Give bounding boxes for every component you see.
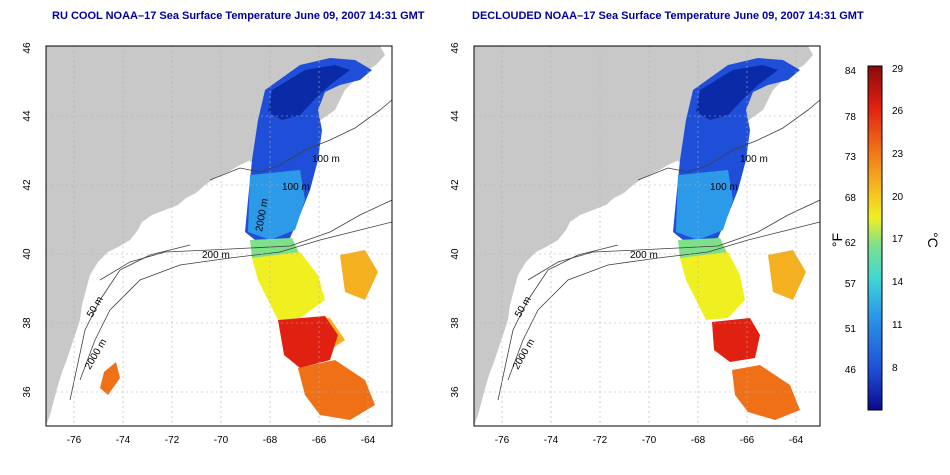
colorbar-celsius-label: °C xyxy=(925,232,941,248)
left-lat-tick-label: 40 xyxy=(22,248,33,260)
left-lon-tick-label: -72 xyxy=(165,435,180,446)
left-lon-tick-label: -66 xyxy=(312,435,327,446)
left-isobath-label: 100 m xyxy=(312,154,340,165)
right-sst-patch-east xyxy=(768,250,806,300)
left-map-frame xyxy=(45,45,393,427)
left-lat-tick-label: 42 xyxy=(22,179,33,191)
colorbar-c-tick: 11 xyxy=(892,320,903,331)
colorbar-f-tick: 46 xyxy=(845,365,857,376)
right-lon-tick-label: -70 xyxy=(642,435,657,446)
left-land xyxy=(46,46,385,426)
colorbar-f-tick: 73 xyxy=(845,152,857,163)
left-isobath-label: 200 m xyxy=(202,250,230,261)
left-lon-tick-label: -74 xyxy=(116,435,131,446)
colorbar-c-tick: 14 xyxy=(892,277,904,288)
right-isobath-label: 100 m xyxy=(710,182,738,193)
right-lat-tick-label: 38 xyxy=(450,317,461,329)
colorbar: 84 78 73 68 62 57 51 46 29 26 23 20 17 1… xyxy=(829,64,941,411)
colorbar-f-tick: 84 xyxy=(845,66,857,77)
colorbar-scale xyxy=(867,65,883,411)
colorbar-c-tick: 29 xyxy=(892,64,904,75)
colorbar-f-tick: 78 xyxy=(845,112,857,123)
left-lat-tick-label: 44 xyxy=(22,110,33,122)
left-isobath-50m xyxy=(69,244,191,401)
left-sst-patch-east xyxy=(340,250,378,300)
left-isobath-2000m xyxy=(79,221,392,381)
colorbar-f-tick: 51 xyxy=(845,324,857,335)
colorbar-c-tick: 26 xyxy=(892,106,904,117)
right-lat-tick-label: 36 xyxy=(450,386,461,398)
right-lon-tick-label: -68 xyxy=(691,435,706,446)
right-lon-tick-label: -74 xyxy=(544,435,559,446)
colorbar-c-tick: 17 xyxy=(892,234,904,245)
right-lon-tick-label: -72 xyxy=(593,435,608,446)
right-lon-tick-label: -66 xyxy=(740,435,755,446)
right-sst-swath-deepblue xyxy=(696,65,778,120)
colorbar-c-tick: 8 xyxy=(892,363,898,374)
left-sst-swath-cyan xyxy=(248,170,305,240)
right-sst-swath-cyan xyxy=(676,170,733,240)
right-lat-tick-label: 46 xyxy=(450,42,461,54)
right-isobath-50m xyxy=(497,244,619,401)
right-lat-tick-label: 42 xyxy=(450,179,461,191)
left-lat-tick-label: 46 xyxy=(22,42,33,54)
right-lon-tick-label: -64 xyxy=(789,435,804,446)
right-panel-title: DECLOUDED NOAA–17 Sea Surface Temperatur… xyxy=(472,10,864,22)
left-lon-tick-label: -64 xyxy=(361,435,376,446)
right-lon-tick-label: -76 xyxy=(495,435,510,446)
left-sst-patch-coast xyxy=(100,362,120,395)
right-lat-tick-label: 40 xyxy=(450,248,461,260)
left-lat-tick-label: 36 xyxy=(22,386,33,398)
right-sst-swath-red xyxy=(712,318,760,362)
right-isobath-2000m xyxy=(507,221,820,381)
right-land xyxy=(474,46,813,426)
right-grid xyxy=(474,46,820,426)
right-isobath-200m xyxy=(527,199,820,281)
colorbar-fahrenheit-label: °F xyxy=(829,233,845,247)
left-sst-swath-red xyxy=(278,316,338,368)
left-sst-swath-orange-south xyxy=(298,360,375,420)
right-sst-swath-yellow xyxy=(680,252,745,320)
right-isobath-label: 200 m xyxy=(630,250,658,261)
right-sst-swath-orange-south xyxy=(732,365,800,420)
right-map-frame xyxy=(473,45,821,427)
left-lon-tick-label: -68 xyxy=(263,435,278,446)
colorbar-c-tick: 23 xyxy=(892,149,904,160)
colorbar-f-tick: 68 xyxy=(845,193,857,204)
right-isobath-label: 100 m xyxy=(740,154,768,165)
colorbar-f-tick: 57 xyxy=(845,279,857,290)
left-lon-tick-label: -70 xyxy=(214,435,229,446)
colorbar-f-tick: 62 xyxy=(845,238,857,249)
right-lat-tick-label: 44 xyxy=(450,110,461,122)
left-map-panel: 100 m 100 m 200 m 50 m 2000 m 2000 m -76… xyxy=(22,42,393,446)
left-lon-tick-label: -76 xyxy=(67,435,82,446)
right-map-panel: 100 m 100 m 200 m 50 m 2000 m -76 -74 -7… xyxy=(450,42,821,446)
left-sst-swath-deepblue xyxy=(268,65,350,120)
left-grid xyxy=(46,46,392,426)
left-lat-tick-label: 38 xyxy=(22,317,33,329)
colorbar-c-tick: 20 xyxy=(892,192,904,203)
left-panel-title: RU COOL NOAA–17 Sea Surface Temperature … xyxy=(52,10,425,22)
left-isobath-label: 100 m xyxy=(282,182,310,193)
left-isobath-200m xyxy=(99,199,392,281)
